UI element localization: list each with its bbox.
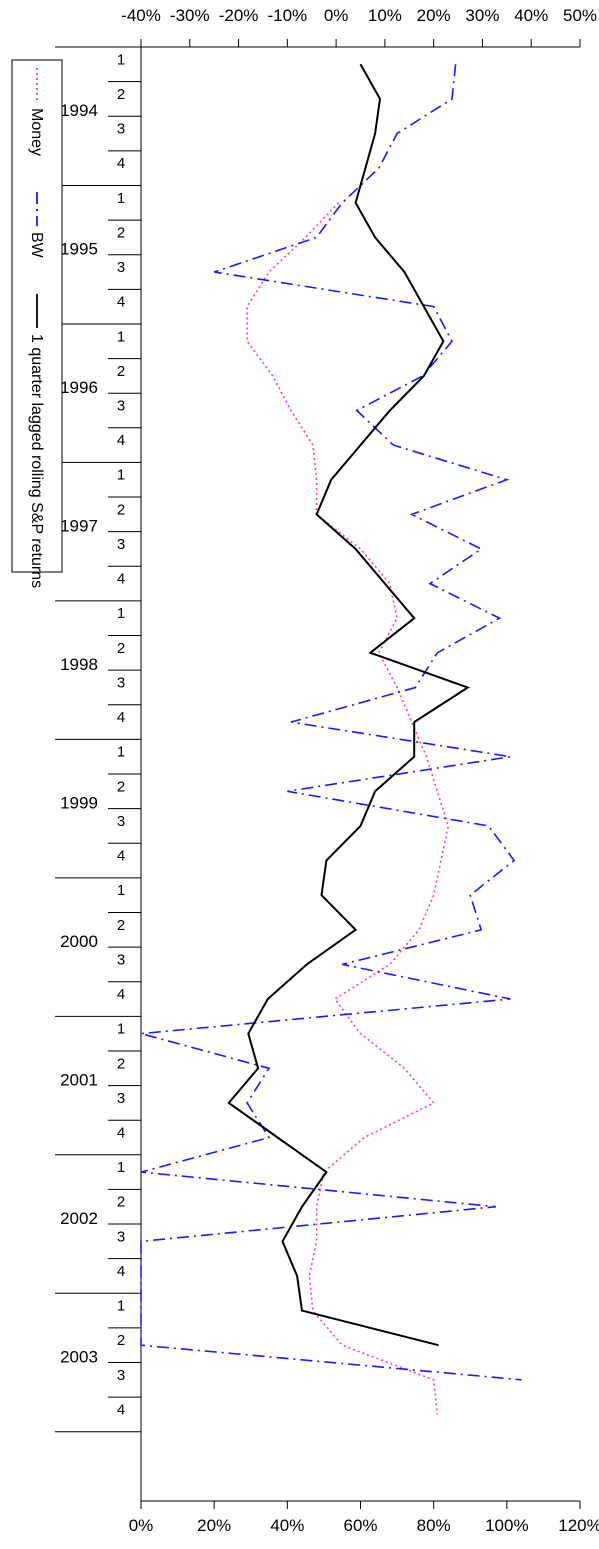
- year-label: 1998: [60, 655, 98, 674]
- year-label: 2000: [60, 932, 98, 951]
- year-label: 1994: [60, 101, 98, 120]
- year-label: 1995: [60, 240, 98, 259]
- year-label: 1996: [60, 378, 98, 397]
- right-axis-tick-label: -20%: [219, 6, 259, 25]
- right-axis-tick-label: -30%: [170, 6, 210, 25]
- quarter-label: 2: [117, 640, 125, 657]
- right-axis-tick-label: 30%: [465, 6, 499, 25]
- quarter-label: 1: [117, 882, 125, 899]
- quarter-label: 1: [117, 605, 125, 622]
- quarter-label: 4: [117, 848, 125, 865]
- left-axis-tick-label: 100%: [485, 1516, 528, 1535]
- quarter-label: 2: [117, 363, 125, 380]
- right-axis-tick-label: -40%: [121, 6, 161, 25]
- quarter-label: 2: [117, 501, 125, 518]
- quarter-label: 4: [117, 1125, 125, 1142]
- right-axis-tick-label: -10%: [267, 6, 307, 25]
- quarter-label: 3: [117, 121, 125, 138]
- quarter-label: 2: [117, 917, 125, 934]
- quarter-label: 1: [117, 190, 125, 207]
- quarter-label: 4: [117, 1263, 125, 1280]
- quarter-label: 4: [117, 432, 125, 449]
- year-label: 2003: [60, 1348, 98, 1367]
- series-line-1-quarter-lagged-rolling-s-p-returns: [227, 63, 471, 1347]
- quarter-label: 4: [117, 709, 125, 726]
- year-label: 2002: [60, 1209, 98, 1228]
- quarter-label: 4: [117, 571, 125, 588]
- year-label: 2001: [60, 1071, 98, 1090]
- left-axis: 0% 20% 40% 60% 80% 100% 120%: [129, 1500, 599, 1535]
- quarter-label: 1: [117, 467, 125, 484]
- series-lines: [140, 63, 522, 1415]
- series-line-bw: [140, 64, 522, 1381]
- quarter-label: 3: [117, 536, 125, 553]
- quarter-label: 3: [117, 1228, 125, 1245]
- left-axis-tick-label: 0%: [129, 1516, 154, 1535]
- quarter-label: 1: [117, 51, 125, 68]
- legend-label: BW: [28, 232, 45, 259]
- series-line-money: [246, 202, 450, 1415]
- quarter-label: 3: [117, 1090, 125, 1107]
- quarter-label: 2: [117, 778, 125, 795]
- left-axis-tick-label: 80%: [417, 1516, 451, 1535]
- legend-label: Money: [28, 108, 45, 156]
- quarter-label: 3: [117, 398, 125, 415]
- right-axis: -40% -30% -20% -10% 0% 10% 20% 30% 40% 50%: [121, 6, 597, 48]
- quarter-label: 2: [117, 1194, 125, 1211]
- quarter-label: 1: [117, 744, 125, 761]
- right-axis-tick-label: 50%: [563, 6, 597, 25]
- quarter-label: 1: [117, 328, 125, 345]
- left-axis-tick-label: 60%: [343, 1516, 377, 1535]
- quarter-label: 3: [117, 259, 125, 276]
- legend-label: 1 quarter lagged rolling S&P returns: [28, 334, 45, 588]
- quarter-label: 4: [117, 1401, 125, 1418]
- quarter-label: 4: [117, 986, 125, 1003]
- legend: Money BW 1 quarter lagged rolling S&P retu…: [11, 59, 63, 588]
- year-label: 1997: [60, 517, 98, 536]
- left-axis-tick-label: 20%: [197, 1516, 231, 1535]
- right-axis-tick-label: 40%: [514, 6, 548, 25]
- right-axis-tick-label: 0%: [324, 6, 349, 25]
- quarter-label: 1: [117, 1159, 125, 1176]
- right-axis-tick-label: 20%: [417, 6, 451, 25]
- quarter-axis: 1 2 3 4 1994 1 2 3 4 1995 1 2 3 4 1996 1 2 3 4 1997 1 2 3 4 1998…: [55, 46, 142, 1501]
- quarter-label: 4: [117, 294, 125, 311]
- right-axis-tick-label: 10%: [368, 6, 402, 25]
- quarter-label: 3: [117, 674, 125, 691]
- quarter-label: 1: [117, 1298, 125, 1315]
- quarter-label: 2: [117, 224, 125, 241]
- quarter-label: 4: [117, 155, 125, 172]
- quarter-label: 2: [117, 1055, 125, 1072]
- quarter-label: 3: [117, 813, 125, 830]
- left-axis-tick-label: 40%: [270, 1516, 304, 1535]
- quarter-label: 3: [117, 1367, 125, 1384]
- year-label: 1999: [60, 794, 98, 813]
- quarter-label: 1: [117, 1021, 125, 1038]
- quarter-label: 2: [117, 86, 125, 103]
- quarter-label: 2: [117, 1332, 125, 1349]
- quarter-label: 3: [117, 951, 125, 968]
- left-axis-tick-label: 120%: [558, 1516, 599, 1535]
